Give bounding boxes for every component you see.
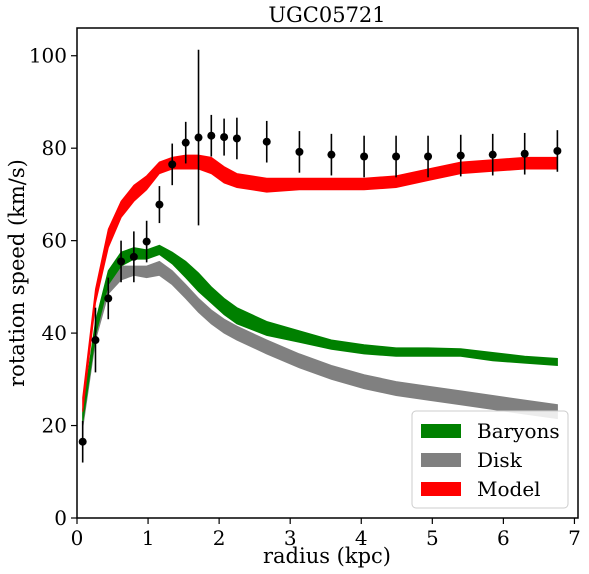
y-tick-label: 0 (54, 506, 67, 530)
data-point (129, 252, 138, 261)
y-axis-ticks: 0 20 40 60 80 100 (29, 44, 77, 530)
series-bands (82, 154, 558, 428)
band-baryons (82, 244, 558, 424)
y-tick-label: 20 (42, 414, 67, 438)
legend-label-model: Model (477, 477, 541, 501)
data-point (262, 137, 271, 146)
x-tick-label: 4 (355, 526, 368, 550)
x-tick-label: 5 (426, 526, 439, 550)
data-point (456, 151, 465, 160)
x-tick-label: 0 (71, 526, 84, 550)
legend-label-baryons: Baryons (477, 419, 560, 443)
legend-swatch-model (421, 482, 461, 496)
legend-label-disk: Disk (477, 448, 523, 472)
x-tick-label: 3 (284, 526, 297, 550)
data-point (168, 160, 177, 169)
data-point (194, 133, 203, 142)
x-axis-label: radius (kpc) (263, 544, 391, 568)
data-point (232, 134, 241, 143)
data-point (78, 437, 87, 446)
legend-swatch-baryons (421, 424, 461, 438)
data-point (181, 138, 190, 147)
data-point (207, 131, 216, 140)
data-point (488, 150, 497, 159)
data-point (424, 152, 433, 161)
data-point (91, 336, 100, 345)
x-tick-label: 6 (497, 526, 510, 550)
legend-swatch-disk (421, 453, 461, 467)
data-point (392, 152, 401, 161)
data-point (117, 257, 126, 266)
y-tick-label: 40 (42, 321, 67, 345)
data-point (155, 200, 164, 209)
data-point (220, 133, 229, 142)
legend: Baryons Disk Model (411, 410, 569, 509)
observation-points (78, 49, 562, 463)
y-tick-label: 60 (42, 229, 67, 253)
plot-frame (76, 27, 579, 519)
x-tick-label: 1 (142, 526, 155, 550)
y-tick-label: 100 (29, 44, 67, 68)
x-tick-label: 7 (568, 526, 581, 550)
y-tick-label: 80 (42, 136, 67, 160)
chart-title: UGC05721 (268, 3, 385, 27)
data-point (553, 146, 562, 155)
x-axis-ticks: 0 1 2 3 4 5 6 7 (71, 518, 581, 550)
y-axis-label: rotation speed (km/s) (5, 159, 29, 387)
data-point (360, 152, 369, 161)
x-tick-label: 2 (213, 526, 226, 550)
data-point (104, 294, 113, 303)
data-point (520, 149, 529, 158)
data-point (295, 147, 304, 156)
data-point (142, 237, 151, 246)
data-point (327, 150, 336, 159)
